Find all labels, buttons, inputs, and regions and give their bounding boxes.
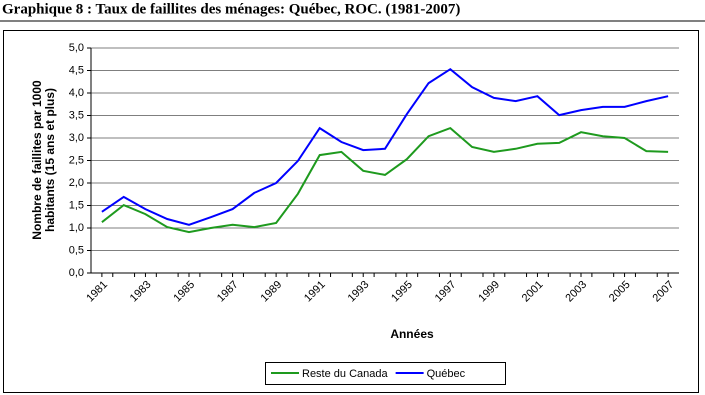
legend-box bbox=[265, 362, 506, 385]
y-axis-label-line: habitants (15 ans et plus) bbox=[43, 88, 57, 232]
y-axis-label-line: Nombre de faillites par 1000 bbox=[30, 80, 44, 240]
y-tick-label: 5,0 bbox=[69, 42, 84, 54]
y-tick-label: 3,0 bbox=[69, 132, 84, 144]
y-tick-label: 1,5 bbox=[69, 199, 84, 211]
y-tick-label: 3,5 bbox=[69, 109, 84, 121]
y-tick-label: 4,0 bbox=[69, 87, 84, 99]
series-line bbox=[101, 67, 669, 226]
y-axis-label: Nombre de faillites par 1000 habitants (… bbox=[30, 80, 57, 240]
y-tick-label: 0,5 bbox=[69, 244, 84, 256]
chart-title: Graphique 8 : Taux de faillites des ména… bbox=[2, 1, 460, 17]
legend-label: Reste du Canada bbox=[302, 368, 388, 380]
y-tick-label: 2,0 bbox=[69, 177, 84, 189]
y-tick-label: 1,0 bbox=[69, 222, 84, 234]
legend-label: Québec bbox=[427, 368, 466, 380]
x-axis-label: Années bbox=[390, 327, 434, 341]
y-tick-label: 2,5 bbox=[69, 154, 84, 166]
y-tick-label: 4,5 bbox=[69, 64, 84, 76]
series-line bbox=[101, 126, 669, 234]
y-tick-label: 0,0 bbox=[69, 267, 84, 279]
chart-frame bbox=[3, 30, 699, 393]
